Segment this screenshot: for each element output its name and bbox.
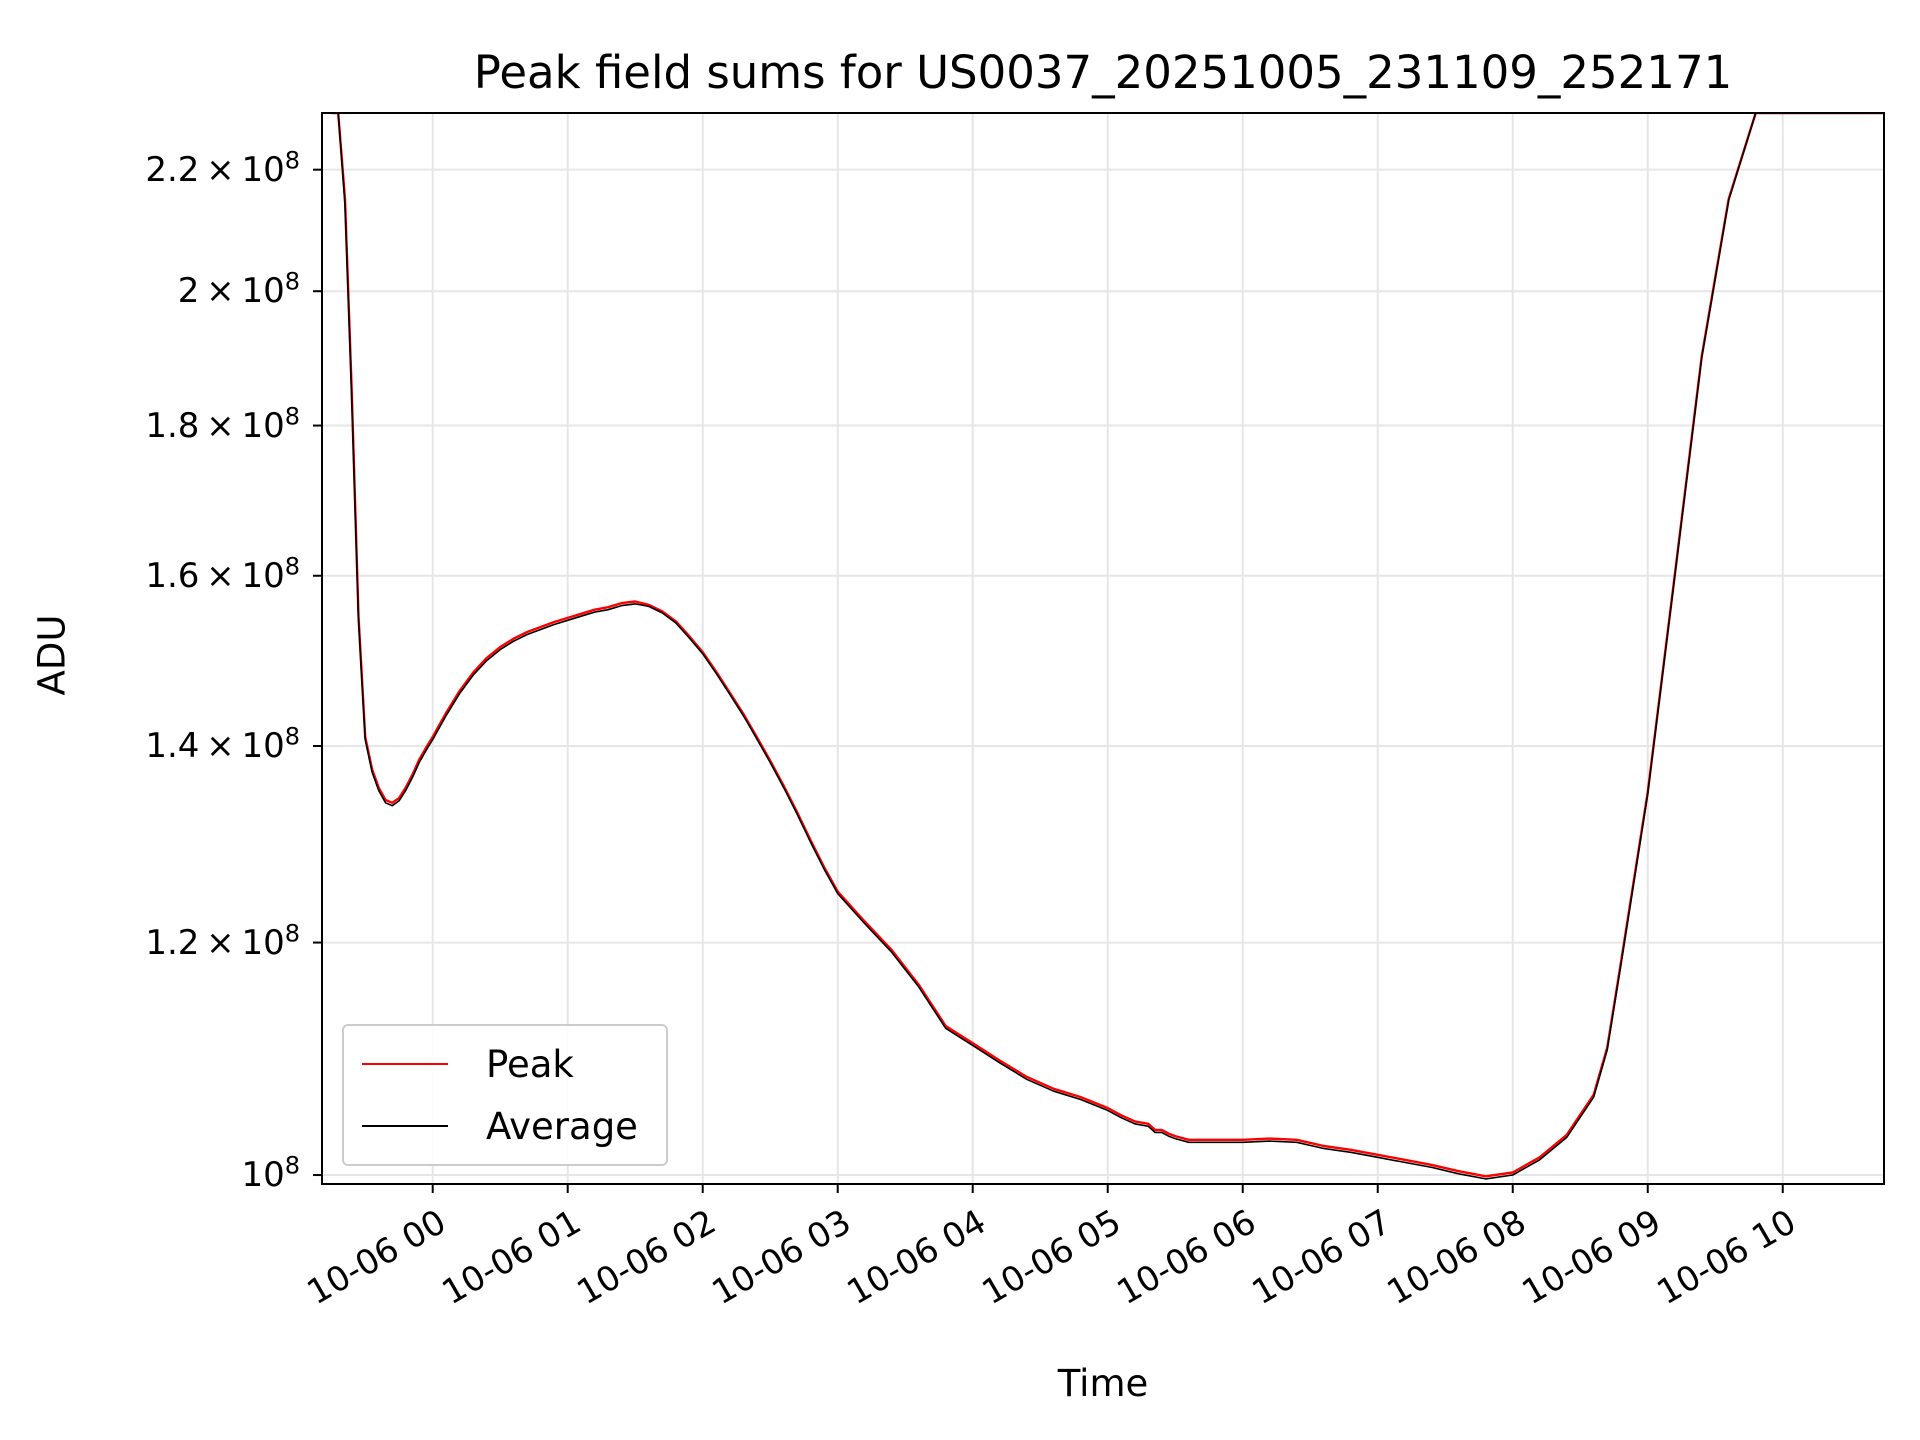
y-tick-exponent: 8 xyxy=(284,146,300,175)
y-tick-label: 2.2 × 108 xyxy=(145,148,300,190)
y-tick-mantissa: 1.6 × xyxy=(145,555,242,596)
y-tick-base: 10 xyxy=(241,271,285,312)
legend-label-peak: Peak xyxy=(486,1042,574,1086)
grid-layer xyxy=(322,113,1884,1184)
y-tick-label: 2 × 108 xyxy=(177,267,300,312)
legend-label-average: Average xyxy=(486,1104,638,1148)
legend-item-peak: Peak xyxy=(362,1042,574,1086)
y-tick-exponent: 8 xyxy=(284,919,300,948)
y-tick-mantissa: 1.8 × xyxy=(145,405,242,446)
y-tick-base: 10 xyxy=(241,1155,285,1196)
y-tick-base: 10 xyxy=(241,726,285,766)
y-tick-mantissa: 1.2 × xyxy=(145,922,242,963)
y-tick-label: 1.6 × 108 xyxy=(145,554,300,596)
legend: Peak Average xyxy=(342,1024,668,1166)
series-line-average xyxy=(331,113,1884,1180)
y-tick-exponent: 8 xyxy=(284,267,300,296)
y-tick-label: 1.4 × 108 xyxy=(145,722,300,766)
y-tick-mantissa: 2 × xyxy=(177,271,242,312)
y-tick-base: 10 xyxy=(241,555,285,596)
tick-layer xyxy=(313,168,1784,1193)
y-tick-base: 10 xyxy=(241,149,285,190)
y-tick-mantissa: 1.4 × xyxy=(145,726,242,766)
y-tick-base: 10 xyxy=(241,922,285,963)
legend-swatch-peak xyxy=(362,1063,448,1065)
y-tick-exponent: 8 xyxy=(284,552,300,581)
y-tick-exponent: 8 xyxy=(284,722,300,751)
x-axis-label: Time xyxy=(1057,1362,1149,1405)
y-tick-exponent: 8 xyxy=(284,402,300,431)
chart-title: Peak field sums for US0037_20251005_2311… xyxy=(473,46,1733,99)
y-tick-exponent: 8 xyxy=(284,1151,300,1180)
series-layer xyxy=(331,113,1884,1180)
y-tick-label: 1.8 × 108 xyxy=(145,404,300,446)
y-tick-label: 108 xyxy=(241,1151,300,1196)
y-axis-label: ADU xyxy=(30,614,74,696)
plot-frame xyxy=(321,112,1885,1185)
legend-swatch-average xyxy=(362,1125,448,1127)
y-tick-mantissa: 2.2 × xyxy=(145,149,242,190)
y-tick-base: 10 xyxy=(241,405,285,446)
y-tick-label: 1.2 × 108 xyxy=(145,921,300,963)
legend-item-average: Average xyxy=(362,1104,638,1148)
